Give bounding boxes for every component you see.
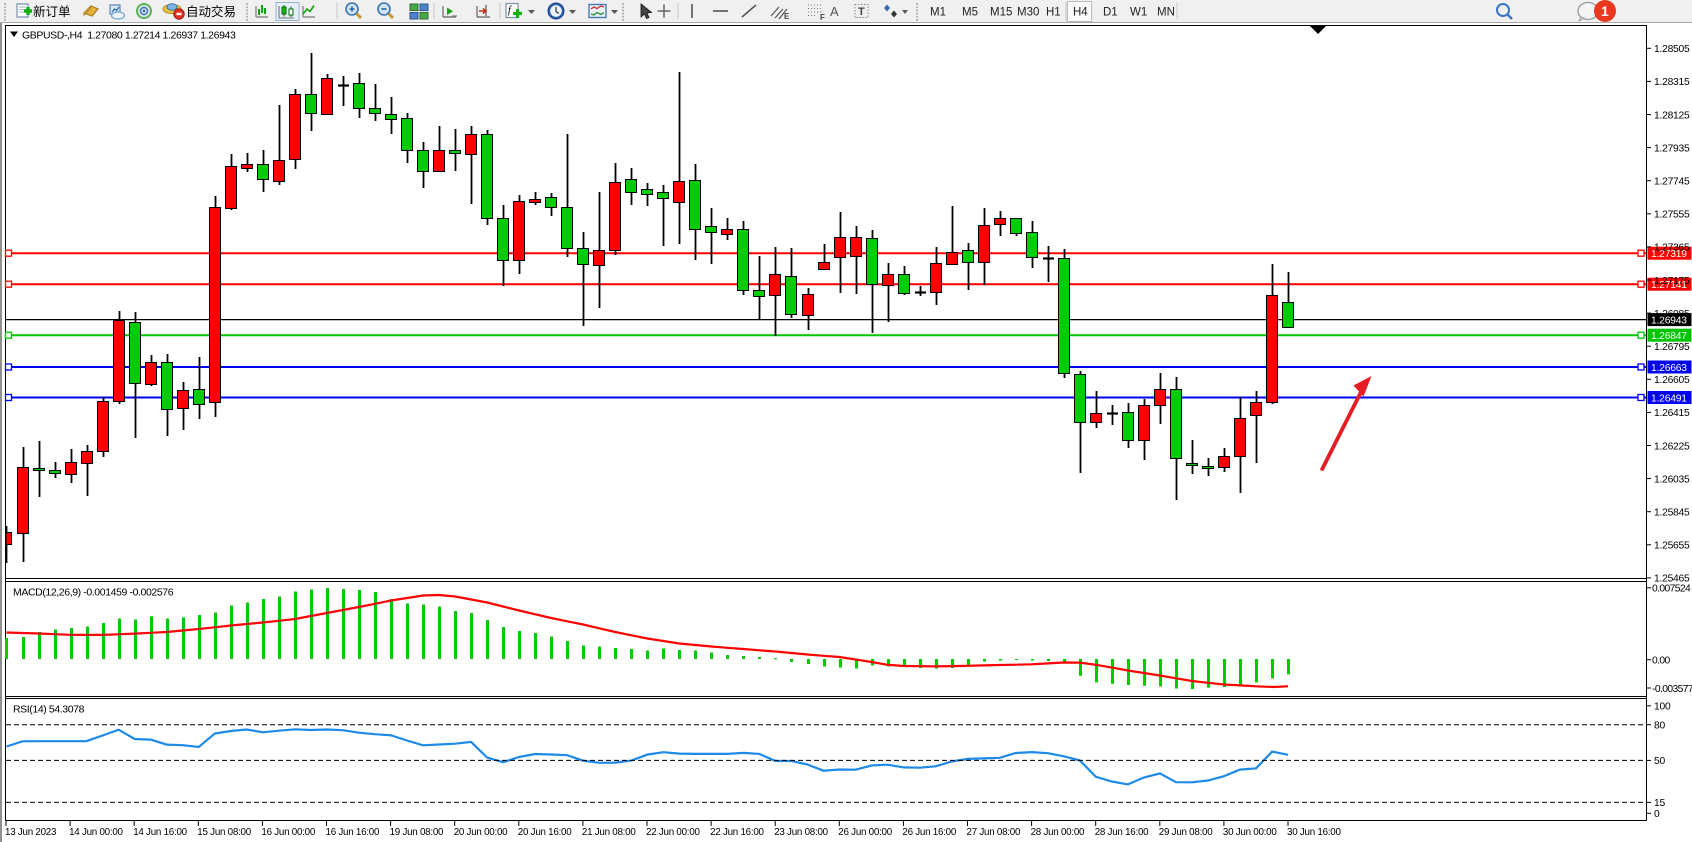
svg-text:28 Jun 00:00: 28 Jun 00:00	[1031, 827, 1085, 838]
svg-text:1.25845: 1.25845	[1654, 508, 1690, 519]
svg-text:A: A	[830, 4, 839, 19]
svg-text:T: T	[858, 6, 865, 18]
svg-text:29 Jun 08:00: 29 Jun 08:00	[1159, 827, 1213, 838]
svg-text:26 Jun 00:00: 26 Jun 00:00	[838, 827, 892, 838]
svg-text:F: F	[820, 13, 825, 22]
svg-text:100: 100	[1654, 702, 1671, 713]
svg-text:27 Jun 08:00: 27 Jun 08:00	[967, 827, 1021, 838]
svg-text:RSI(14) 54.3078: RSI(14) 54.3078	[13, 704, 85, 716]
svg-text:1.25465: 1.25465	[1654, 574, 1690, 585]
svg-text:f: f	[508, 5, 512, 16]
svg-text:新订单: 新订单	[33, 4, 71, 19]
svg-text:M1: M1	[930, 7, 946, 19]
svg-text:D1: D1	[1103, 7, 1118, 19]
svg-text:0: 0	[1654, 809, 1660, 820]
svg-text:1.26415: 1.26415	[1654, 408, 1690, 419]
svg-text:26 Jun 16:00: 26 Jun 16:00	[902, 827, 956, 838]
svg-text:50: 50	[1654, 756, 1665, 767]
svg-text:0.00: 0.00	[1652, 656, 1671, 667]
svg-text:1.27175: 1.27175	[1654, 276, 1690, 287]
svg-text:16 Jun 00:00: 16 Jun 00:00	[261, 827, 315, 838]
svg-text:1.27365: 1.27365	[1654, 243, 1690, 254]
svg-text:16 Jun 16:00: 16 Jun 16:00	[326, 827, 380, 838]
svg-text:M15: M15	[990, 7, 1012, 19]
svg-text:1.26491: 1.26491	[1651, 393, 1687, 404]
svg-text:1.28125: 1.28125	[1654, 110, 1690, 121]
svg-text:1.26985: 1.26985	[1654, 309, 1690, 320]
svg-text:1.26847: 1.26847	[1651, 331, 1687, 342]
svg-text:1.26795: 1.26795	[1654, 342, 1690, 353]
svg-text:-0.003577: -0.003577	[1652, 684, 1692, 695]
svg-text:1.26605: 1.26605	[1654, 375, 1690, 386]
svg-text:MN: MN	[1157, 7, 1175, 19]
svg-text:30 Jun 16:00: 30 Jun 16:00	[1287, 827, 1341, 838]
svg-text:1.27745: 1.27745	[1654, 177, 1690, 188]
svg-text:14 Jun 00:00: 14 Jun 00:00	[69, 827, 123, 838]
svg-text:H4: H4	[1073, 7, 1088, 19]
svg-text:1.28505: 1.28505	[1654, 44, 1690, 55]
svg-text:W1: W1	[1130, 7, 1147, 19]
svg-text:1: 1	[1601, 3, 1609, 19]
svg-text:1.27935: 1.27935	[1654, 143, 1690, 154]
svg-text:自动交易: 自动交易	[186, 4, 236, 19]
svg-text:28 Jun 16:00: 28 Jun 16:00	[1095, 827, 1149, 838]
svg-text:23 Jun 08:00: 23 Jun 08:00	[774, 827, 828, 838]
svg-text:1.26943: 1.26943	[1651, 315, 1687, 326]
svg-text:MACD(12,26,9) -0.001459 -0.002: MACD(12,26,9) -0.001459 -0.002576	[13, 587, 174, 599]
svg-text:21 Jun 08:00: 21 Jun 08:00	[582, 827, 636, 838]
svg-text:1.28315: 1.28315	[1654, 77, 1690, 88]
svg-text:M5: M5	[962, 7, 978, 19]
svg-text:GBPUSD-,H4 1.27080 1.27214 1.: GBPUSD-,H4 1.27080 1.27214 1.26937 1.269…	[22, 30, 236, 42]
svg-text:1.27141: 1.27141	[1651, 280, 1687, 291]
svg-text:E: E	[784, 12, 790, 21]
svg-text:15 Jun 08:00: 15 Jun 08:00	[197, 827, 251, 838]
svg-text:13 Jun 2023: 13 Jun 2023	[5, 827, 57, 838]
svg-text:H1: H1	[1046, 7, 1061, 19]
svg-text:1.26663: 1.26663	[1651, 363, 1687, 374]
svg-text:19 Jun 08:00: 19 Jun 08:00	[390, 827, 444, 838]
svg-text:15: 15	[1654, 798, 1665, 809]
svg-text:20 Jun 00:00: 20 Jun 00:00	[454, 827, 508, 838]
svg-text:1.27555: 1.27555	[1654, 210, 1690, 221]
svg-text:80: 80	[1654, 721, 1665, 732]
svg-text:0.007524: 0.007524	[1652, 584, 1691, 595]
svg-text:30 Jun 00:00: 30 Jun 00:00	[1223, 827, 1277, 838]
svg-text:1.26035: 1.26035	[1654, 474, 1690, 485]
svg-text:1.27319: 1.27319	[1651, 249, 1687, 260]
svg-text:20 Jun 16:00: 20 Jun 16:00	[518, 827, 572, 838]
svg-text:1.25655: 1.25655	[1654, 541, 1690, 552]
svg-text:1.26225: 1.26225	[1654, 441, 1690, 452]
svg-text:14 Jun 16:00: 14 Jun 16:00	[133, 827, 187, 838]
svg-text:22 Jun 00:00: 22 Jun 00:00	[646, 827, 700, 838]
svg-text:22 Jun 16:00: 22 Jun 16:00	[710, 827, 764, 838]
svg-text:M30: M30	[1017, 7, 1039, 19]
